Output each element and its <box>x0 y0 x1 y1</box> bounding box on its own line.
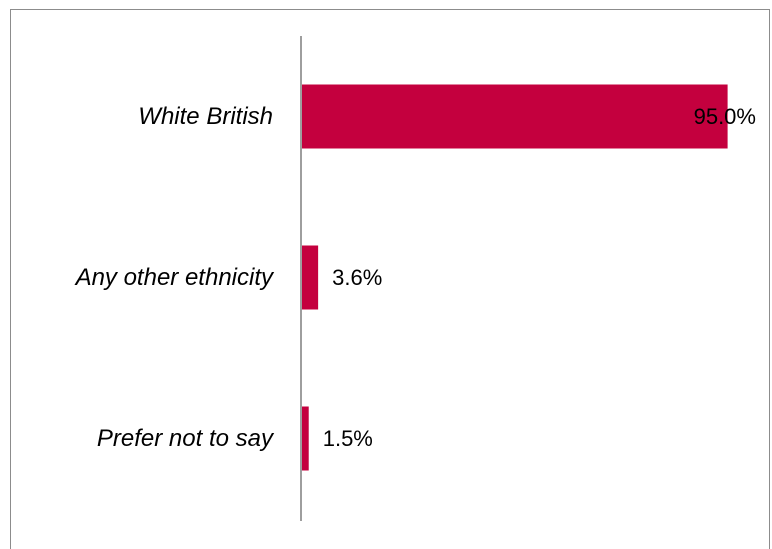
chart-frame <box>10 9 770 549</box>
category-label-prefer-not-to-say: Prefer not to say <box>97 425 275 452</box>
value-label-white-british: 95.0% <box>694 104 756 129</box>
value-label-prefer-not-to-say: 1.5% <box>323 426 373 451</box>
category-label-white-british: White British <box>138 103 273 130</box>
bar-white-british <box>302 84 728 149</box>
category-label-any-other-ethnicity: Any other ethnicity <box>74 264 275 291</box>
value-label-any-other-ethnicity: 3.6% <box>332 265 382 290</box>
bar-prefer-not-to-say <box>302 406 309 471</box>
bar-any-other-ethnicity <box>302 245 319 310</box>
